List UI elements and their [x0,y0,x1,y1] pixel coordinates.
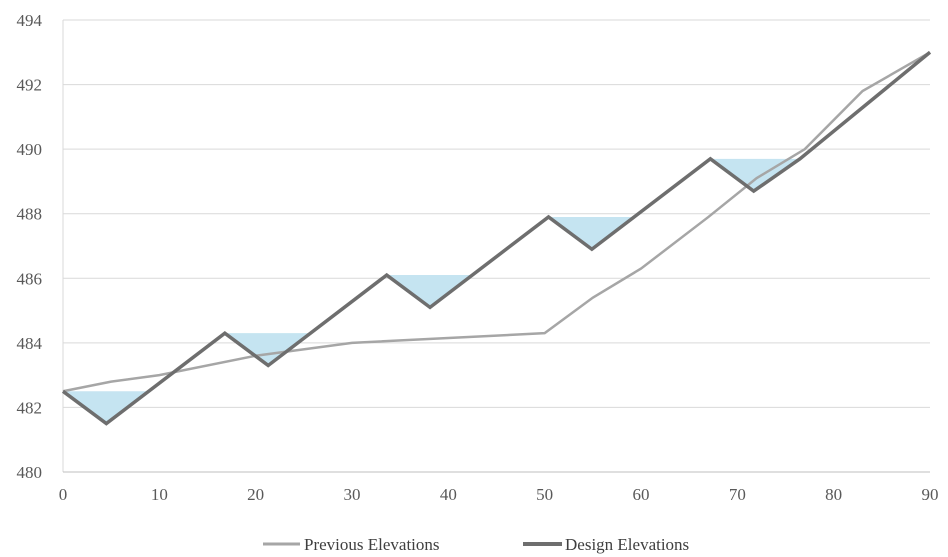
x-axis-ticks: 0 10 20 30 40 50 60 70 80 90 [59,485,939,504]
x-tick-20: 20 [247,485,264,504]
y-tick-494: 494 [17,11,43,30]
triangle-2 [224,333,312,366]
x-tick-60: 60 [633,485,650,504]
legend: Previous Elevations Design Elevations [263,535,689,554]
y-tick-484: 484 [17,334,43,353]
legend-label-design: Design Elevations [565,535,689,554]
x-tick-50: 50 [536,485,553,504]
x-tick-0: 0 [59,485,68,504]
legend-label-previous: Previous Elevations [304,535,440,554]
triangle-5 [710,158,798,192]
y-tick-480: 480 [17,463,43,482]
series-design-elevations [61,50,932,426]
y-tick-486: 486 [17,269,43,288]
gridlines [62,19,930,473]
x-tick-30: 30 [344,485,361,504]
y-tick-492: 492 [17,76,43,95]
x-tick-90: 90 [922,485,939,504]
triangle-3 [386,275,474,308]
x-tick-70: 70 [729,485,746,504]
series-lines [61,50,932,426]
y-tick-490: 490 [17,140,43,159]
triangle-fills [63,158,798,424]
x-tick-40: 40 [440,485,457,504]
x-tick-10: 10 [151,485,168,504]
y-axis-ticks: 480 482 484 486 488 490 492 494 [17,11,43,482]
triangle-1 [63,391,150,424]
y-tick-482: 482 [17,398,43,417]
y-tick-488: 488 [17,205,43,224]
triangle-4 [548,216,636,250]
x-tick-80: 80 [825,485,842,504]
series-previous-elevations [62,51,931,393]
